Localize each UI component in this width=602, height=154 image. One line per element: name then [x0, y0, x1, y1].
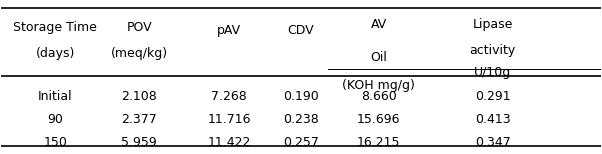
Text: 0.291: 0.291	[475, 90, 510, 103]
Text: 2.377: 2.377	[122, 113, 157, 126]
Text: POV: POV	[126, 21, 152, 34]
Text: 16.215: 16.215	[357, 136, 401, 148]
Text: Lipase: Lipase	[473, 18, 513, 31]
Text: (KOH mg/g): (KOH mg/g)	[343, 79, 415, 91]
Text: 90: 90	[48, 113, 63, 126]
Text: 11.422: 11.422	[208, 136, 251, 148]
Text: 0.190: 0.190	[283, 90, 319, 103]
Text: 5.959: 5.959	[122, 136, 157, 148]
Text: 0.257: 0.257	[283, 136, 319, 148]
Text: 150: 150	[43, 136, 67, 148]
Text: 7.268: 7.268	[211, 90, 247, 103]
Text: (days): (days)	[36, 47, 75, 60]
Text: 8.660: 8.660	[361, 90, 397, 103]
Text: activity: activity	[470, 44, 516, 57]
Text: U/10g: U/10g	[474, 66, 511, 79]
Text: Oil: Oil	[370, 51, 387, 64]
Text: pAV: pAV	[217, 24, 241, 37]
Text: Storage Time: Storage Time	[13, 21, 98, 34]
Text: Initial: Initial	[38, 90, 73, 103]
Text: 11.716: 11.716	[207, 113, 251, 126]
Text: 0.238: 0.238	[283, 113, 319, 126]
Text: CDV: CDV	[288, 24, 314, 37]
Text: 0.413: 0.413	[475, 113, 510, 126]
Text: (meq/kg): (meq/kg)	[111, 47, 168, 60]
Text: 15.696: 15.696	[357, 113, 401, 126]
Text: 0.347: 0.347	[475, 136, 510, 148]
Text: 2.108: 2.108	[122, 90, 157, 103]
Text: AV: AV	[371, 18, 387, 31]
